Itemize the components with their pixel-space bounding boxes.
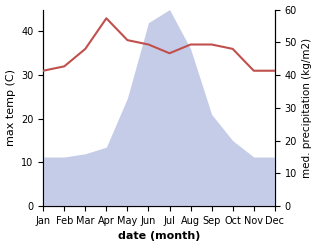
Y-axis label: max temp (C): max temp (C) — [5, 69, 16, 146]
Y-axis label: med. precipitation (kg/m2): med. precipitation (kg/m2) — [302, 38, 313, 178]
X-axis label: date (month): date (month) — [118, 231, 200, 242]
